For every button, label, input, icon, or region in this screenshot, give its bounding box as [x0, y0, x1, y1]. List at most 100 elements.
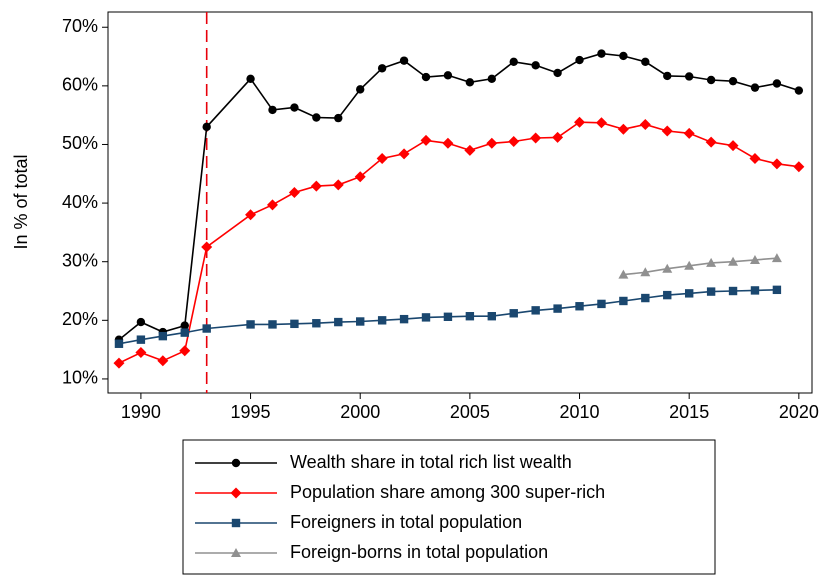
data-point	[728, 76, 738, 86]
data-point	[180, 328, 189, 337]
data-point	[641, 57, 650, 67]
data-point	[310, 180, 322, 192]
data-point	[487, 312, 497, 321]
legend-marker	[231, 518, 241, 528]
legend-marker	[231, 458, 241, 468]
data-point	[619, 51, 628, 61]
data-point	[398, 148, 410, 160]
data-point	[399, 314, 409, 324]
data-point	[464, 144, 476, 156]
data-point	[157, 355, 169, 367]
data-point	[509, 309, 518, 318]
data-point	[750, 83, 760, 92]
data-point	[376, 153, 388, 165]
data-point	[749, 254, 760, 264]
data-point	[663, 290, 672, 300]
legend-marker	[230, 487, 242, 499]
legend-label: Wealth share in total rich list wealth	[290, 452, 572, 472]
y-tick-label: 10%	[62, 368, 98, 388]
data-point	[312, 319, 321, 328]
data-point	[246, 74, 255, 84]
data-point	[465, 78, 475, 87]
data-point	[421, 72, 431, 82]
data-point	[420, 134, 432, 146]
data-point	[246, 320, 255, 329]
data-point	[486, 137, 498, 149]
data-point	[705, 136, 717, 148]
data-point	[553, 68, 562, 78]
data-point	[312, 113, 321, 122]
legend-label: Foreigners in total population	[290, 512, 522, 532]
data-point	[683, 127, 695, 139]
x-tick-label: 2005	[450, 402, 490, 422]
data-point	[661, 125, 673, 137]
data-point	[619, 296, 628, 306]
data-point	[332, 179, 344, 191]
data-point	[597, 299, 606, 309]
data-point	[158, 331, 168, 341]
data-point	[597, 49, 606, 58]
data-point	[728, 256, 739, 266]
legend-marker	[231, 548, 241, 557]
data-point	[377, 64, 387, 73]
data-point	[201, 241, 213, 253]
y-tick-label: 70%	[62, 16, 98, 36]
data-point	[552, 131, 564, 143]
data-point	[662, 263, 673, 273]
data-point	[487, 74, 497, 84]
data-point	[356, 85, 365, 94]
data-point	[268, 105, 277, 115]
data-point	[377, 316, 387, 325]
x-tick-label: 2015	[669, 402, 709, 422]
data-point	[640, 267, 651, 277]
data-point	[639, 119, 651, 131]
y-tick-label: 60%	[62, 75, 98, 95]
x-tick-label: 2020	[779, 402, 819, 422]
data-point	[508, 136, 520, 148]
data-point	[684, 260, 695, 270]
plot-frame	[107, 11, 813, 394]
data-point	[531, 61, 540, 70]
data-point	[771, 158, 783, 170]
data-point	[354, 171, 366, 183]
data-point	[290, 319, 299, 329]
data-point	[771, 253, 782, 263]
series-line	[118, 52, 800, 341]
data-point	[334, 317, 343, 327]
data-point	[750, 286, 760, 295]
data-point	[530, 132, 542, 144]
data-point	[772, 79, 782, 88]
data-point	[553, 304, 562, 313]
data-point	[202, 122, 211, 132]
data-point	[617, 123, 629, 135]
data-point	[618, 269, 629, 279]
data-point	[793, 161, 805, 173]
data-point	[442, 137, 454, 149]
data-point	[288, 187, 300, 199]
data-point	[706, 257, 717, 267]
data-point	[266, 199, 278, 211]
y-tick-label: 40%	[62, 192, 98, 212]
data-point	[706, 287, 716, 296]
data-point	[728, 286, 738, 296]
x-tick-label: 2010	[560, 402, 600, 422]
legend-label: Foreign-borns in total population	[290, 542, 548, 562]
x-tick-label: 1995	[231, 402, 271, 422]
data-point	[531, 306, 540, 315]
data-point	[727, 140, 739, 152]
x-tick-label: 1990	[121, 402, 161, 422]
data-point	[202, 324, 211, 333]
data-point	[290, 103, 299, 112]
legend-label: Population share among 300 super-rich	[290, 482, 605, 502]
data-point	[421, 313, 431, 322]
data-point	[114, 339, 124, 348]
y-tick-label: 30%	[62, 250, 98, 270]
data-point	[749, 153, 761, 165]
data-point	[465, 312, 475, 321]
data-point	[113, 357, 125, 369]
data-point	[684, 72, 694, 81]
data-point	[245, 209, 257, 221]
y-tick-label: 50%	[62, 133, 98, 153]
